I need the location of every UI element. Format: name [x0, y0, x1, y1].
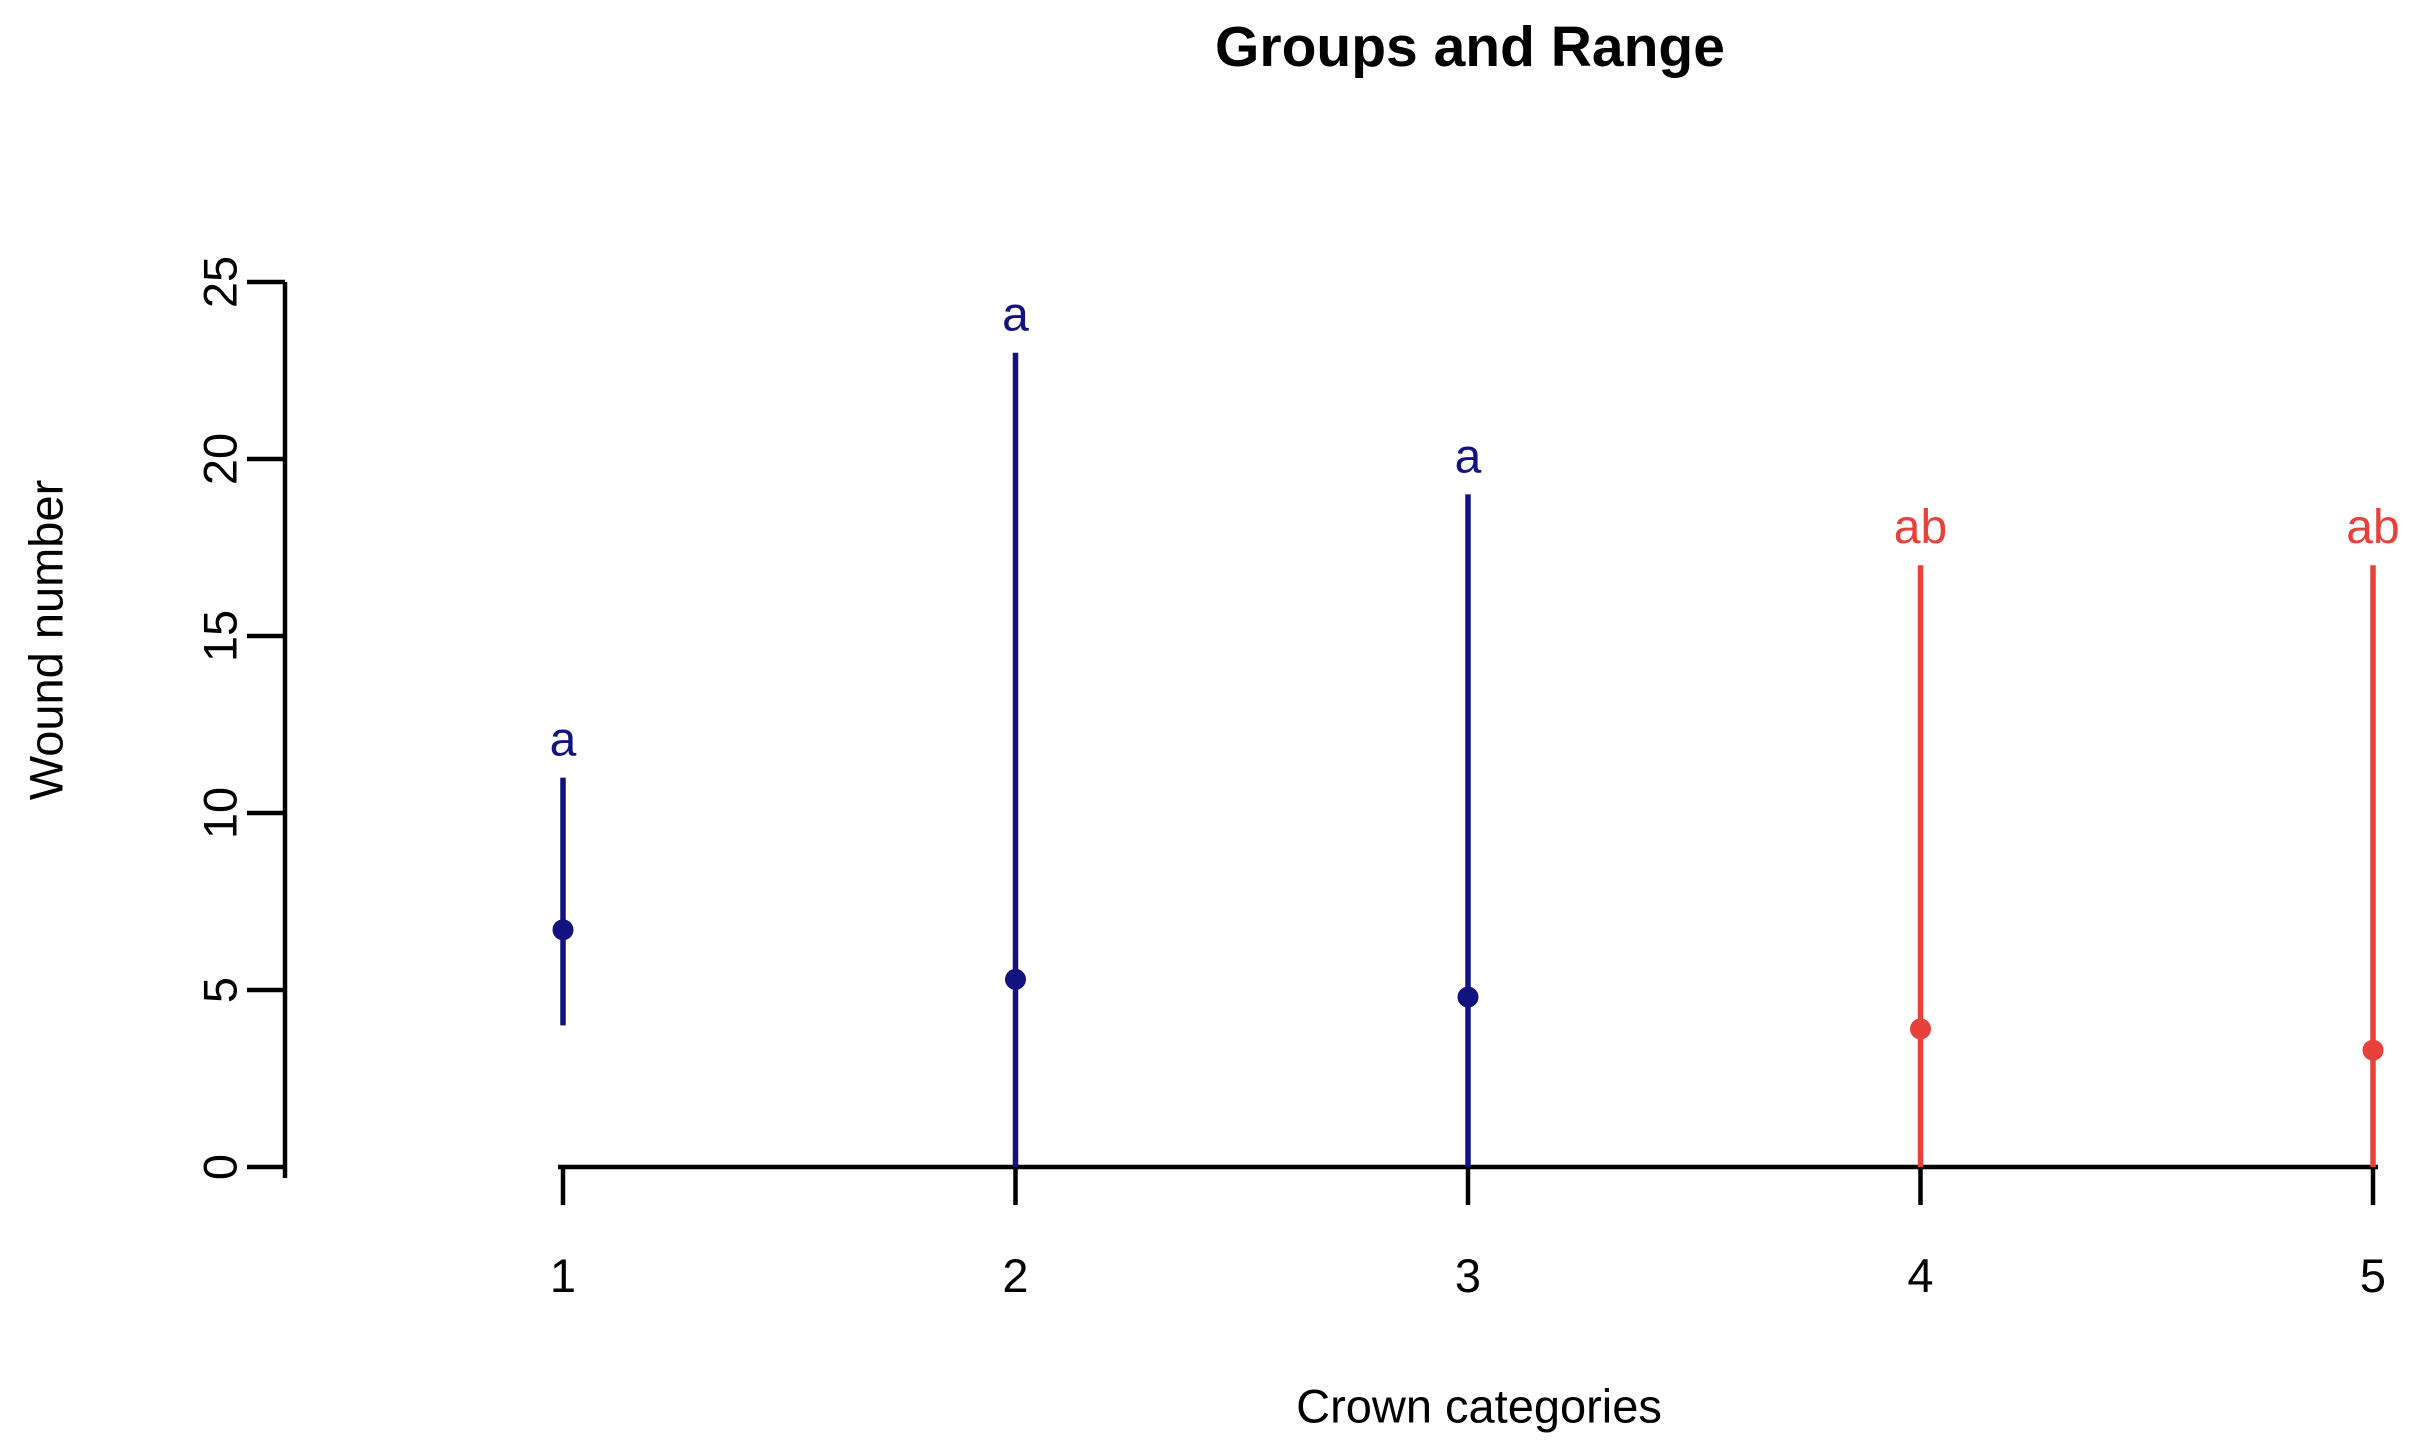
y-tick-label: 0 — [193, 1154, 246, 1180]
x-tick-label: 1 — [550, 1249, 576, 1302]
group-label: a — [550, 713, 577, 766]
x-tick-label: 2 — [1002, 1249, 1028, 1302]
mean-point — [1005, 968, 1026, 990]
y-tick-label: 10 — [193, 787, 246, 839]
x-tick-label: 3 — [1455, 1249, 1481, 1302]
group-label: ab — [2346, 501, 2399, 554]
mean-point — [1910, 1018, 1931, 1040]
group-label: ab — [1894, 501, 1947, 554]
mean-point — [2362, 1039, 2384, 1061]
group-label: a — [1455, 430, 1482, 483]
chart-title: Groups and Range — [1215, 15, 1725, 79]
mean-point — [552, 919, 574, 941]
x-tick-label: 4 — [1907, 1249, 1933, 1302]
x-axis-title: Crown categories — [1296, 1379, 1662, 1433]
x-tick-label: 5 — [2360, 1249, 2386, 1302]
group-label: a — [1002, 289, 1029, 342]
y-tick-label: 15 — [193, 610, 246, 662]
y-tick-label: 25 — [193, 256, 246, 308]
y-tick-label: 20 — [193, 433, 246, 485]
y-axis-title: Wound number — [19, 479, 73, 801]
mean-point — [1457, 986, 1479, 1008]
y-tick-label: 5 — [193, 977, 246, 1003]
